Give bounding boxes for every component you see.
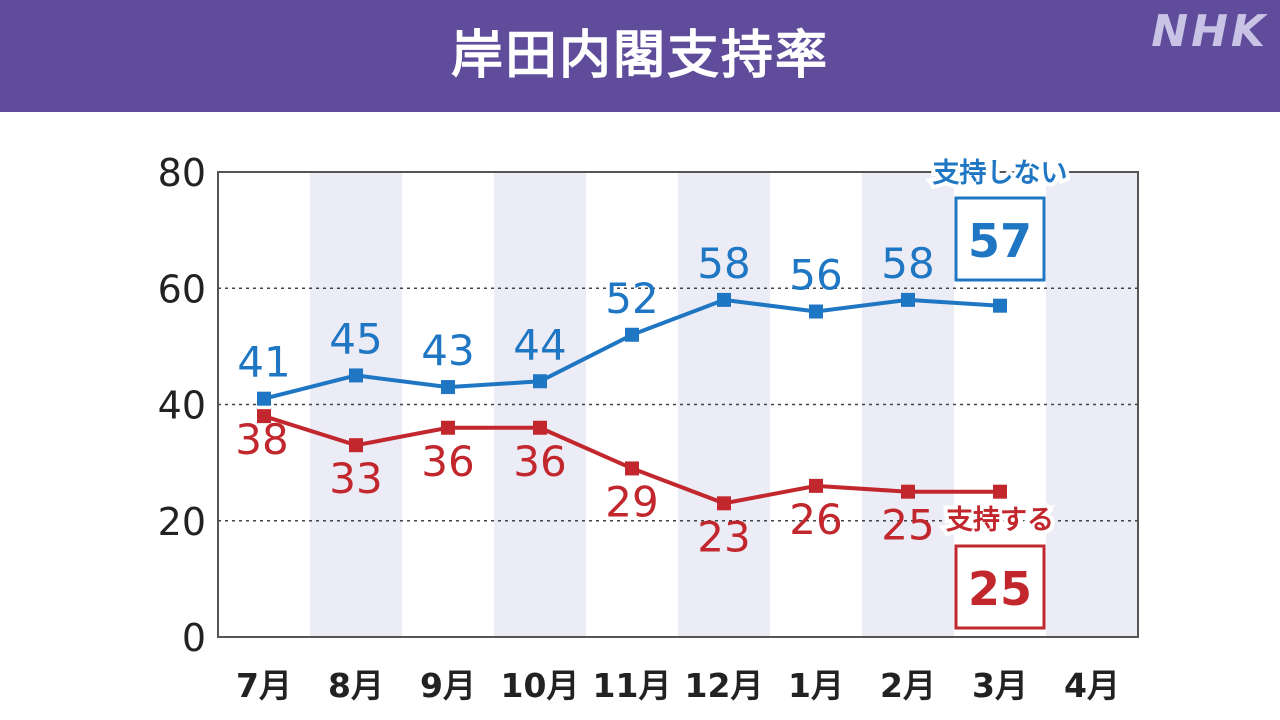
support-data-label: 36 [513,437,566,486]
nonsupport-data-label: 52 [605,274,658,323]
support-point [533,420,547,435]
support-data-label: 29 [605,477,658,526]
support-legend-label: 支持する [946,505,1054,536]
support-point [901,484,915,499]
line-chart: 0 20 40 60 80 7月 8月 9月 10月 11月 12月 1月 2月 3月 4月 41 45 43… [158,151,1139,705]
y-tick-label: 60 [158,267,206,311]
nonsupport-data-label: 41 [237,338,290,387]
support-point [441,420,455,435]
x-tick-label: 9月 [420,666,476,705]
support-point [349,438,363,453]
nonsupport-point [625,327,639,342]
y-tick-label: 40 [158,384,206,428]
y-tick-label: 20 [158,500,206,544]
series-labels: 支持しない 57 支持する 25 [929,154,1072,630]
x-tick-label: 2月 [880,666,936,705]
nhk-logo: NHK [1151,6,1268,57]
x-tick-label: 12月 [685,666,764,705]
nonsupport-data-label: 56 [789,251,842,300]
nonsupport-point [257,391,271,406]
support-data-label: 26 [789,495,842,544]
y-tick-label: 80 [158,151,206,195]
support-point [717,496,731,511]
support-value: 25 [968,562,1032,616]
x-tick-labels: 7月 8月 9月 10月 11月 12月 1月 2月 3月 4月 [236,666,1120,705]
support-point [625,461,639,476]
support-data-label: 25 [881,501,934,550]
chart-title: 岸田内閣支持率 [450,26,829,86]
nonsupport-legend-label: 支持しない [933,158,1068,189]
data-points [257,292,1007,511]
support-point [809,478,823,493]
nonsupport-point [533,374,547,389]
x-tick-label: 10月 [501,666,580,705]
support-point [257,409,271,424]
y-tick-label: 0 [182,616,206,660]
nonsupport-point [349,368,363,383]
nonsupport-point [441,380,455,395]
nonsupport-data-label: 58 [697,239,750,288]
title-banner [0,0,1280,112]
nonsupport-data-label: 58 [881,239,934,288]
x-tick-label: 3月 [972,666,1028,705]
x-tick-label: 11月 [593,666,672,705]
x-tick-label: 8月 [328,666,384,705]
nonsupport-data-label: 45 [329,314,382,363]
support-data-label: 33 [329,454,382,503]
nonsupport-point [717,292,731,307]
nonsupport-data-label: 43 [421,326,474,375]
data-labels: 41 45 43 44 52 58 56 58 38 33 36 36 29 23 26 25 [235,239,934,561]
x-tick-label: 4月 [1064,666,1120,705]
support-data-label: 38 [235,415,288,464]
nonsupport-point [993,298,1007,313]
support-point [993,484,1007,499]
nonsupport-value: 57 [968,214,1032,268]
support-value-box [954,544,1046,630]
nonsupport-point [809,304,823,319]
nonsupport-value-box [954,196,1046,282]
support-data-label: 23 [697,512,750,561]
y-tick-labels: 0 20 40 60 80 [158,151,206,660]
nonsupport-point [901,292,915,307]
x-tick-label: 1月 [788,666,844,705]
nonsupport-data-label: 44 [513,320,566,369]
support-data-label: 36 [421,437,474,486]
x-tick-label: 7月 [236,666,292,705]
